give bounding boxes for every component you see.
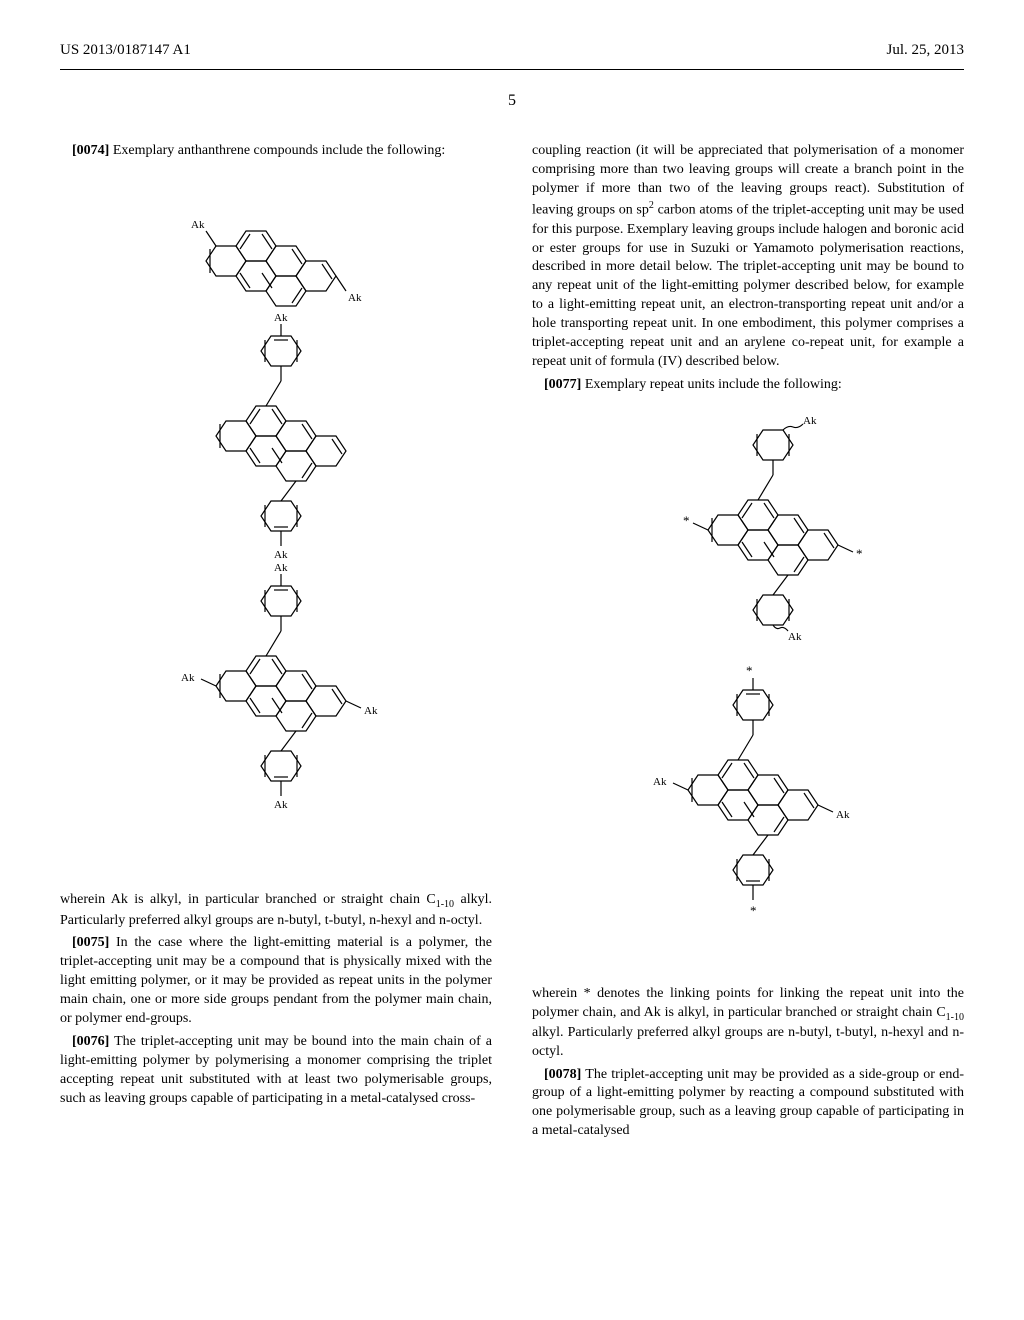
- paragraph-0078: [0078] The triplet-accepting unit may be…: [532, 1066, 964, 1142]
- subscript: 1-10: [946, 1011, 964, 1022]
- paragraph-0077: [0077] Exemplary repeat units include th…: [532, 376, 964, 395]
- svg-text:Ak: Ak: [274, 549, 288, 561]
- para-text: Exemplary anthanthrene compounds include…: [113, 143, 445, 158]
- para-text: wherein * denotes the linking points for…: [532, 986, 964, 1020]
- para-text: The triplet-accepting unit may be bound …: [60, 1034, 492, 1106]
- page-number: 5: [60, 90, 964, 112]
- para-number: [0078]: [544, 1067, 581, 1082]
- chemical-structure-2: Ak: [608, 410, 888, 970]
- chemical-structure-1: Ak Ak Ak: [136, 176, 416, 876]
- patent-number: US 2013/0187147 A1: [60, 40, 191, 61]
- para-number: [0076]: [72, 1034, 109, 1049]
- subscript: 1-10: [436, 899, 454, 910]
- para-text: wherein Ak is alkyl, in particular branc…: [60, 892, 436, 907]
- svg-text:Ak: Ak: [653, 776, 667, 788]
- svg-text:*: *: [683, 513, 690, 528]
- para-number: [0077]: [544, 377, 581, 392]
- svg-text:Ak: Ak: [274, 562, 288, 574]
- svg-text:Ak: Ak: [191, 219, 205, 231]
- paragraph-continuation: coupling reaction (it will be appreciate…: [532, 142, 964, 371]
- paragraph-0074-footer: wherein Ak is alkyl, in particular branc…: [60, 891, 492, 930]
- svg-text:Ak: Ak: [181, 672, 195, 684]
- para-number: [0075]: [72, 935, 109, 950]
- para-text-cont: carbon atoms of the triplet-accepting un…: [532, 203, 964, 369]
- header-divider: [60, 69, 964, 70]
- para-text: Exemplary repeat units include the follo…: [585, 377, 842, 392]
- paragraph-0075: [0075] In the case where the light-emitt…: [60, 934, 492, 1028]
- svg-text:*: *: [856, 546, 863, 561]
- paragraph-0076: [0076] The triplet-accepting unit may be…: [60, 1033, 492, 1109]
- svg-text:Ak: Ak: [274, 799, 288, 811]
- content-area: [0074] Exemplary anthanthrene compounds …: [60, 142, 964, 1145]
- para-text: In the case where the light-emitting mat…: [60, 935, 492, 1026]
- svg-text:Ak: Ak: [348, 292, 362, 304]
- svg-text:Ak: Ak: [836, 809, 850, 821]
- paragraph-footer: wherein * denotes the linking points for…: [532, 985, 964, 1062]
- svg-text:*: *: [750, 903, 757, 918]
- para-text: The triplet-accepting unit may be provid…: [532, 1067, 964, 1139]
- para-text-cont: alkyl. Particularly preferred alkyl grou…: [532, 1025, 964, 1059]
- left-column: [0074] Exemplary anthanthrene compounds …: [60, 142, 492, 1145]
- paragraph-0074: [0074] Exemplary anthanthrene compounds …: [60, 142, 492, 161]
- svg-text:Ak: Ak: [788, 631, 802, 643]
- svg-text:*: *: [746, 663, 753, 678]
- para-number: [0074]: [72, 143, 109, 158]
- right-column: coupling reaction (it will be appreciate…: [532, 142, 964, 1145]
- svg-text:Ak: Ak: [364, 705, 378, 717]
- page-header: US 2013/0187147 A1 Jul. 25, 2013: [60, 40, 964, 61]
- svg-text:Ak: Ak: [274, 312, 288, 324]
- publication-date: Jul. 25, 2013: [886, 40, 964, 61]
- svg-text:Ak: Ak: [803, 415, 817, 427]
